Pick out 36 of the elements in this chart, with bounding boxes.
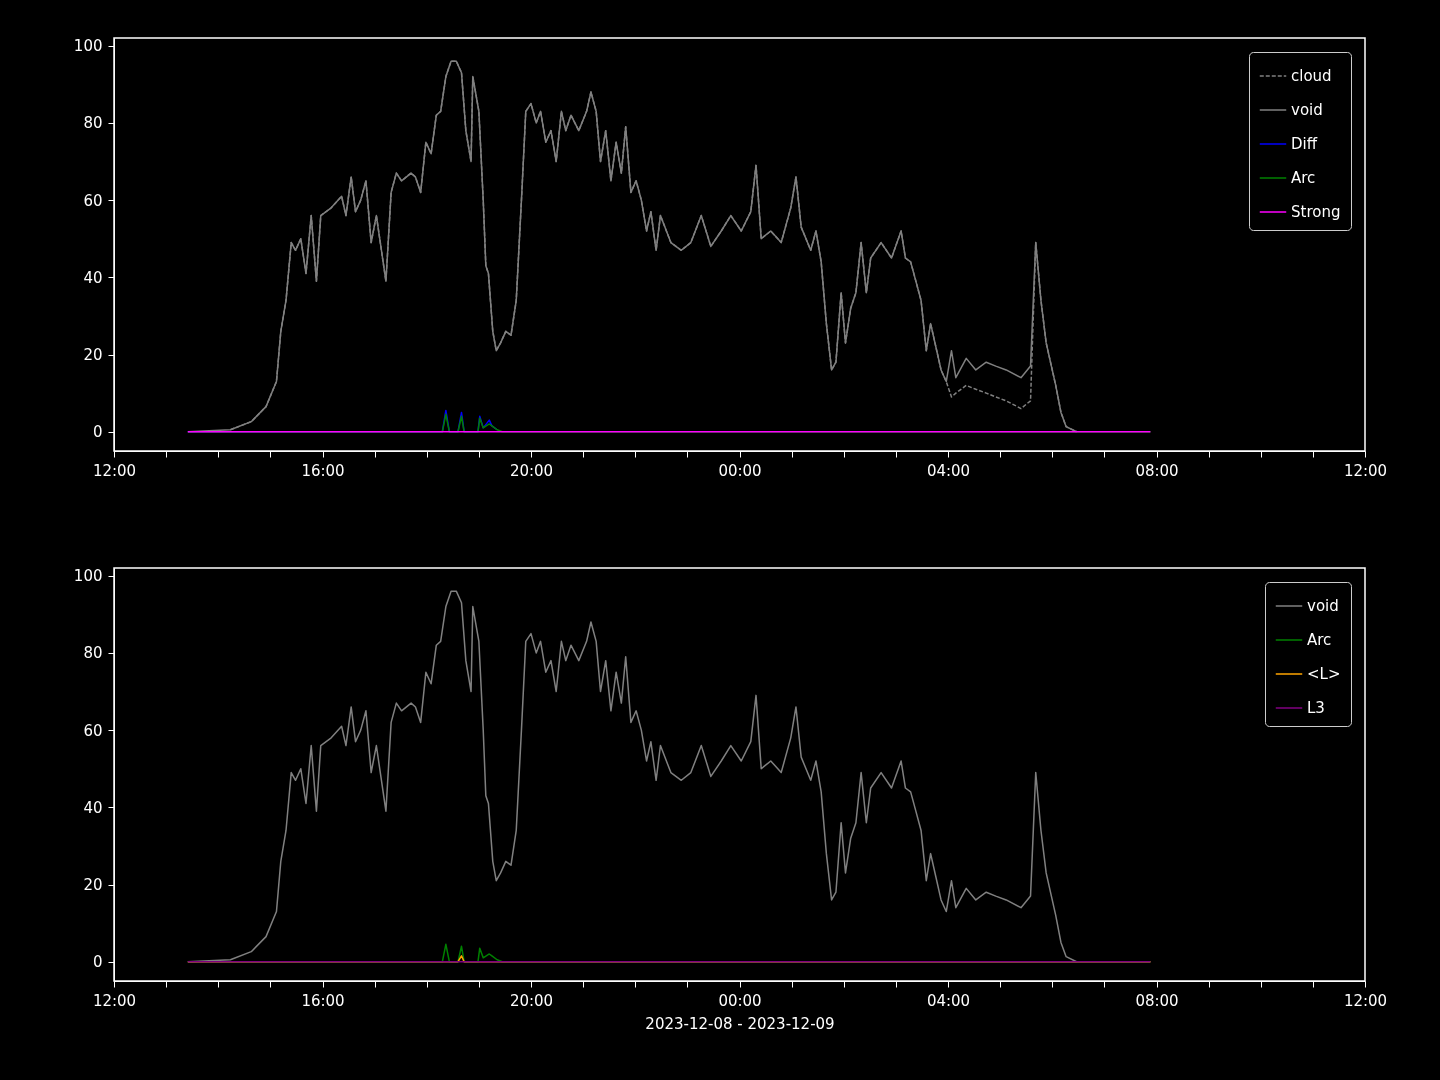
y-tick-label: 100 <box>73 567 103 586</box>
y-tick-label: 0 <box>92 953 103 972</box>
x-tick-label: 00:00 <box>718 991 762 1010</box>
y-tick-label: 80 <box>83 114 103 133</box>
x-tick-label: 04:00 <box>926 461 971 480</box>
y-tick-label: 40 <box>83 798 103 817</box>
x-tick-label: 08:00 <box>1135 461 1179 480</box>
legend-label: Arc <box>1307 631 1332 649</box>
legend-label: void <box>1307 597 1339 615</box>
x-tick-label: 20:00 <box>509 991 554 1010</box>
x-tick-label: 12:00 <box>92 461 137 480</box>
y-tick-label: 100 <box>73 37 103 56</box>
legend-label: cloud <box>1291 67 1332 85</box>
y-tick-label: 20 <box>83 876 103 894</box>
x-tick-label: 20:00 <box>509 461 554 480</box>
legend-label: <L> <box>1307 665 1341 683</box>
y-tick-label: 0 <box>92 423 103 442</box>
x-tick-label: 16:00 <box>301 991 345 1010</box>
legend-label: Diff <box>1291 135 1318 153</box>
legend-label: Arc <box>1291 169 1316 187</box>
legend-label: Strong <box>1291 203 1341 221</box>
x-tick-label: 08:00 <box>1135 991 1179 1010</box>
x-tick-label: 12:00 <box>92 991 137 1010</box>
y-tick-label: 60 <box>83 721 103 740</box>
x-tick-label: 16:00 <box>301 461 345 480</box>
legend-label: void <box>1291 101 1323 119</box>
x-axis-title: 2023-12-08 - 2023-12-09 <box>645 1014 835 1033</box>
x-tick-label: 12:00 <box>1343 991 1388 1010</box>
x-tick-label: 12:00 <box>1343 461 1388 480</box>
x-tick-label: 00:00 <box>718 461 762 480</box>
y-tick-label: 60 <box>83 191 103 210</box>
x-tick-label: 04:00 <box>926 991 971 1010</box>
y-tick-label: 80 <box>83 644 103 663</box>
y-tick-label: 40 <box>83 268 103 287</box>
y-tick-label: 20 <box>83 346 103 364</box>
legend-label: L3 <box>1307 699 1325 717</box>
